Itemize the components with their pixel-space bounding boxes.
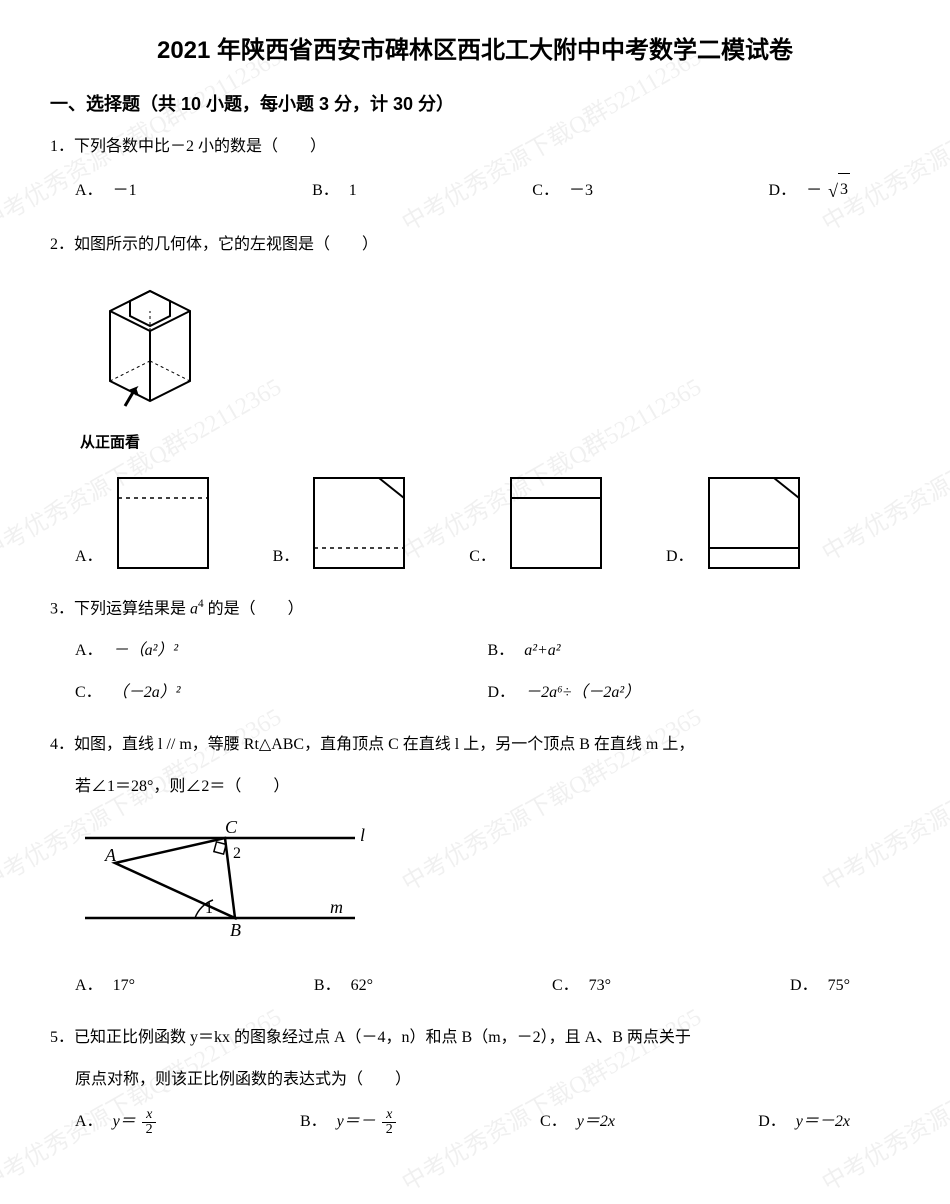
question-2: 2．如图所示的几何体，它的左视图是（ ） 从正面看 A． B． <box>50 229 900 573</box>
q1-text: 1．下列各数中比－2 小的数是（ ） <box>50 131 900 163</box>
q3-text: 3．下列运算结果是 a4 的是（ ） <box>50 593 900 625</box>
q3-option-a: A．－（a²）² <box>75 635 488 667</box>
q2-option-c: C． <box>469 473 606 573</box>
svg-text:B: B <box>230 920 241 940</box>
q1-option-c: C．－3 <box>532 173 593 209</box>
q2-option-c-icon <box>506 473 606 573</box>
q2-option-a-icon <box>113 473 213 573</box>
question-5: 5．已知正比例函数 y＝kx 的图象经过点 A（－4，n）和点 B（m，－2），… <box>50 1022 900 1138</box>
page-title: 2021 年陕西省西安市碑林区西北工大附中中考数学二模试卷 <box>50 30 900 65</box>
question-3: 3．下列运算结果是 a4 的是（ ） A．－（a²）² B．a²+a² C．（－… <box>50 593 900 709</box>
q2-option-b-icon <box>309 473 409 573</box>
q2-option-d-icon <box>704 473 804 573</box>
q2-option-a: A． <box>75 473 213 573</box>
q1-option-b: B．1 <box>312 173 357 209</box>
q2-option-b: B． <box>273 473 410 573</box>
q2-solid-figure <box>80 271 900 423</box>
question-1: 1．下列各数中比－2 小的数是（ ） A．－1 B．1 C．－3 D．－√3 <box>50 131 900 209</box>
q3-option-d: D．－2a⁶÷（－2a²） <box>488 677 901 709</box>
section-header: 一、选择题（共 10 小题，每小题 3 分，计 30 分） <box>50 90 900 116</box>
q2-option-d: D． <box>666 473 804 573</box>
q2-text: 2．如图所示的几何体，它的左视图是（ ） <box>50 229 900 261</box>
q1-option-d: D．－√3 <box>769 173 850 209</box>
q4-figure: A C B l m 1 2 <box>75 813 900 955</box>
svg-text:m: m <box>330 897 343 917</box>
q5-option-a: A．y＝x2 <box>75 1106 157 1138</box>
svg-text:2: 2 <box>233 845 241 862</box>
q2-view-label: 从正面看 <box>80 428 900 458</box>
q4-option-c: C．73° <box>552 970 611 1002</box>
q5-option-d: D．y＝－2x <box>758 1106 850 1138</box>
q4-line2: 若∠1＝28°，则∠2＝（ ） <box>50 771 900 803</box>
q5-option-b: B．y＝－x2 <box>300 1106 397 1138</box>
q5-line2: 原点对称，则该正比例函数的表达式为（ ） <box>50 1064 900 1096</box>
question-4: 4．如图，直线 l // m，等腰 Rt△ABC，直角顶点 C 在直线 l 上，… <box>50 729 900 1002</box>
svg-text:l: l <box>360 825 365 845</box>
svg-text:C: C <box>225 817 238 837</box>
q4-option-d: D．75° <box>790 970 850 1002</box>
q5-option-c: C．y＝2x <box>540 1106 615 1138</box>
q3-option-c: C．（－2a）² <box>75 677 488 709</box>
q4-option-b: B．62° <box>314 970 373 1002</box>
q5-line1: 5．已知正比例函数 y＝kx 的图象经过点 A（－4，n）和点 B（m，－2），… <box>50 1022 900 1054</box>
q1-option-a: A．－1 <box>75 173 137 209</box>
q3-option-b: B．a²+a² <box>488 635 901 667</box>
q4-option-a: A．17° <box>75 970 135 1002</box>
q4-line1: 4．如图，直线 l // m，等腰 Rt△ABC，直角顶点 C 在直线 l 上，… <box>50 729 900 761</box>
svg-text:A: A <box>104 845 117 865</box>
